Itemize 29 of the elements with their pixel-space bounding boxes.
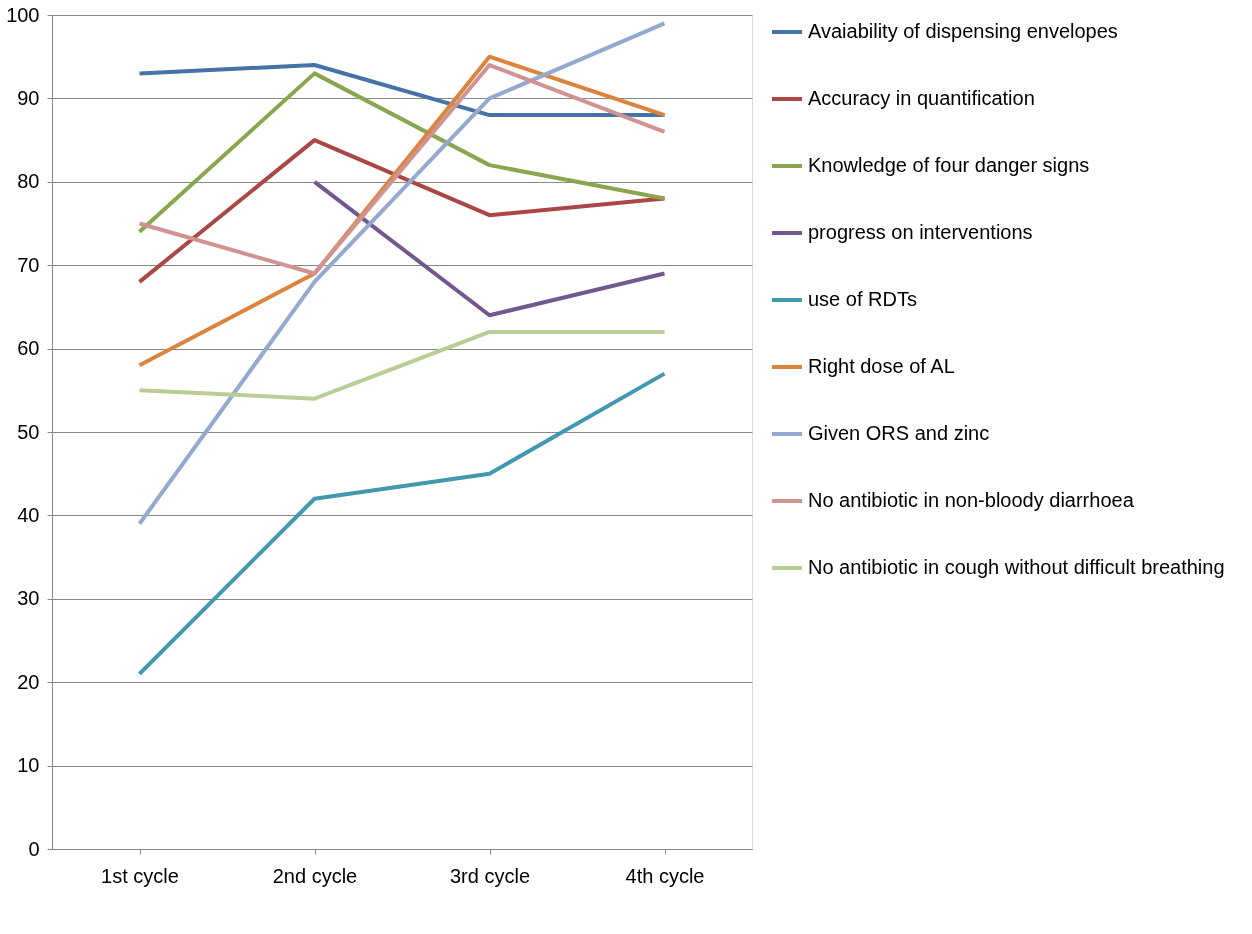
- y-tick-label: 30: [17, 587, 40, 610]
- legend-label: Right dose of AL: [808, 355, 955, 377]
- y-tick-label: 40: [17, 503, 40, 526]
- x-tick-label: 3rd cycle: [449, 864, 531, 887]
- line-series: [137, 63, 667, 276]
- line-series: [137, 21, 667, 526]
- legend-label: Accuracy in quantification: [808, 87, 1035, 109]
- y-tick-label: 90: [17, 86, 40, 109]
- y-tick-label: 80: [17, 170, 40, 193]
- legend-label: No antibiotic in cough without difficult breathing: [808, 556, 1225, 578]
- y-tick-label: 70: [17, 253, 40, 276]
- y-tick-label: 0: [28, 837, 40, 860]
- legend-label: Given ORS and zinc: [808, 422, 990, 444]
- legend-label: progress on interventions: [808, 221, 1033, 243]
- y-tick-label: 100: [6, 3, 40, 26]
- y-tick-label: 10: [17, 754, 40, 777]
- legend-label: No antibiotic in non-bloody diarrhoea: [808, 489, 1135, 511]
- line-series: [137, 71, 667, 234]
- legend-label: Avaiability of dispensing envelopes: [808, 20, 1118, 42]
- legend-label: use of RDTs: [808, 288, 917, 310]
- x-tick-label: 1st cycle: [101, 864, 179, 887]
- line-series: [137, 371, 667, 676]
- x-tick-label: 4th cycle: [625, 864, 705, 887]
- x-tick-label: 2nd cycle: [272, 864, 358, 887]
- y-tick-label: 50: [17, 420, 40, 443]
- y-tick-label: 20: [17, 670, 40, 693]
- line-series: [137, 138, 667, 284]
- y-tick-label: 60: [17, 337, 40, 360]
- legend-label: Knowledge of four danger signs: [808, 154, 1090, 176]
